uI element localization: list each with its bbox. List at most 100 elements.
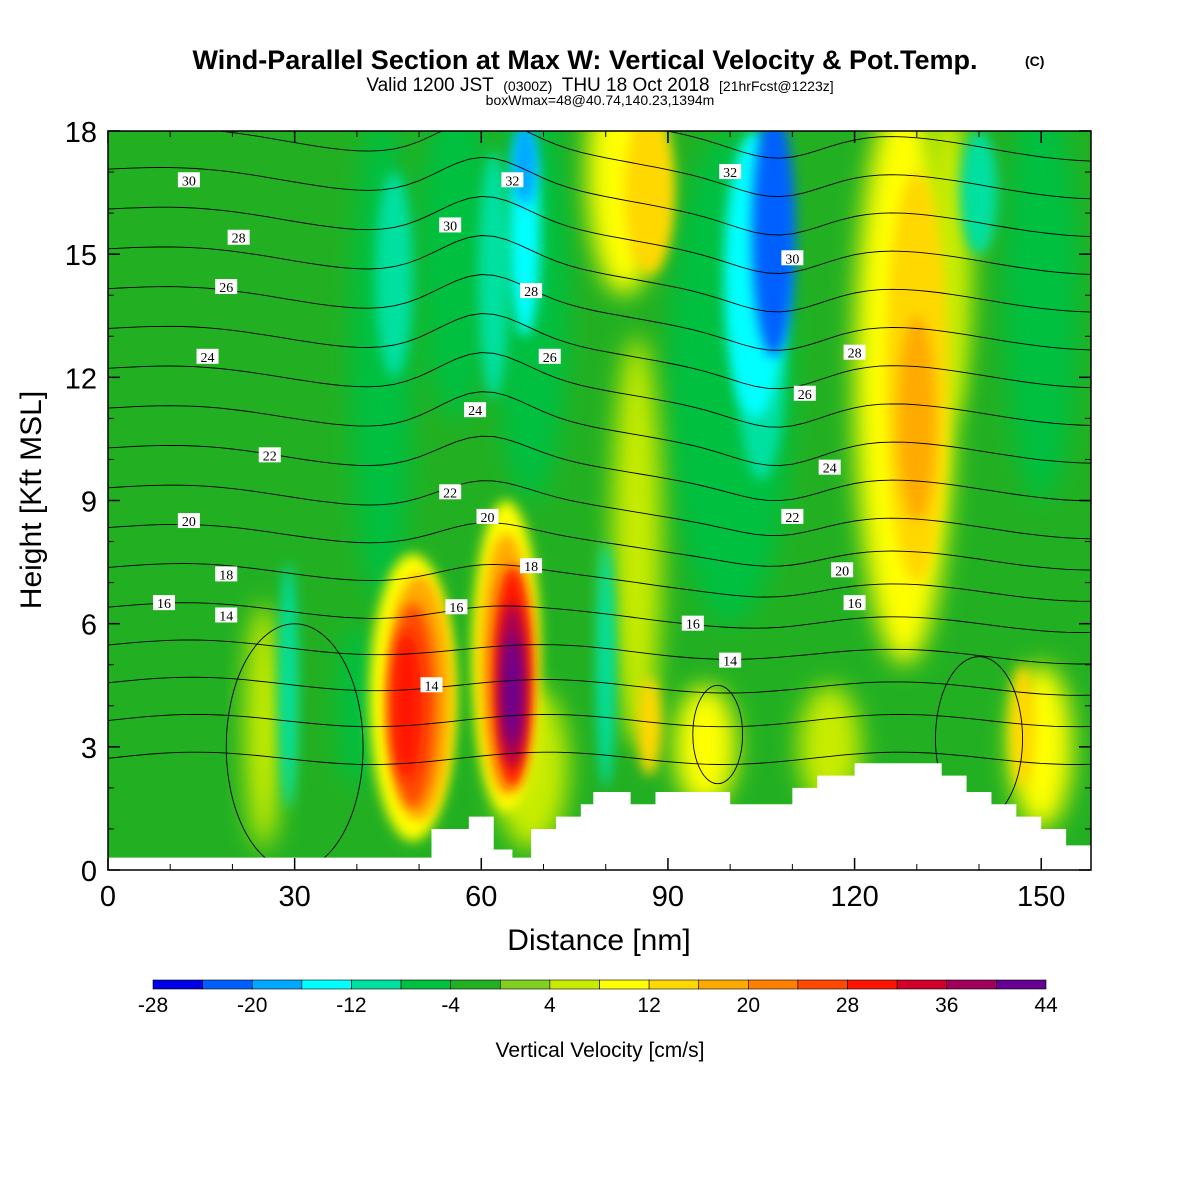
contour-label: 16 — [848, 597, 862, 612]
theta-contour — [108, 195, 1091, 275]
contour-label: 18 — [524, 560, 538, 575]
y-tick-label: 0 — [81, 856, 97, 888]
theta-contour — [108, 480, 1091, 540]
contour-label: 22 — [443, 486, 457, 501]
colorbar-swatch — [847, 979, 898, 990]
w-contour-region — [624, 131, 675, 275]
colorbar-tick-label: 36 — [935, 994, 958, 1017]
contour-label: 24 — [468, 404, 482, 419]
contour-label-box — [781, 250, 804, 266]
terrain-shape — [108, 763, 1091, 870]
contour-label-box — [538, 348, 561, 364]
colorbar-swatch — [351, 979, 402, 990]
colorbar-swatch — [748, 979, 799, 990]
x-tick-label: 60 — [465, 881, 497, 913]
contour-label-box — [520, 283, 543, 299]
subtitle-forecast: [21hrFcst@1223z] — [719, 78, 834, 94]
potential-temperature-contours — [108, 0, 1091, 870]
w-contour-region — [1003, 131, 1079, 501]
x-tick-label: 90 — [652, 881, 684, 913]
contour-label: 24 — [823, 462, 837, 477]
x-tick-label: 0 — [100, 881, 116, 913]
contour-label-box — [719, 652, 742, 668]
theta-contour — [108, 313, 1091, 390]
theta-contour — [108, 602, 1091, 634]
colorbar-tick-label: 12 — [637, 994, 660, 1017]
contour-label-box — [501, 172, 524, 188]
colorbar-tick-label: -4 — [441, 994, 460, 1017]
x-tick-label: 120 — [830, 881, 878, 913]
colorbar-swatch — [648, 979, 700, 990]
theta-contour — [108, 0, 1091, 48]
w-contour-region — [375, 172, 413, 378]
w-contour-region — [338, 623, 376, 788]
colorbar-tick-label: -28 — [138, 994, 168, 1017]
contour-label-box — [843, 595, 866, 611]
contour-label-box — [258, 447, 281, 463]
contour-label-box — [476, 508, 499, 524]
y-axis-label: Height [Kft MSL] — [15, 391, 48, 609]
y-tick-label: 6 — [81, 610, 97, 642]
contour-label: 16 — [449, 601, 463, 616]
theta-contour-closed — [692, 684, 744, 785]
theta-contour — [108, 563, 1091, 602]
theta-contour — [108, 391, 1091, 467]
theta-contour — [108, 522, 1091, 571]
vertical-velocity-field — [108, 131, 1091, 870]
contour-label-box — [818, 459, 841, 475]
colorbar-swatch — [251, 979, 303, 990]
contour-label: 24 — [201, 351, 215, 366]
contour-label: 22 — [785, 511, 799, 526]
x-tick-label: 150 — [1017, 881, 1065, 913]
theta-contour — [108, 676, 1091, 696]
theta-contour — [108, 751, 1091, 765]
theta-contour — [108, 713, 1091, 728]
w-contour-region — [898, 315, 936, 522]
theta-contour — [108, 235, 1091, 313]
colorbar-swatch — [400, 979, 451, 990]
colorbar-tick-label: -20 — [237, 994, 267, 1017]
x-tick-label: 30 — [279, 881, 311, 913]
theta-contour — [665, 131, 1091, 162]
theta-contour — [108, 639, 1091, 665]
theta-contour — [108, 274, 1091, 351]
y-tick-label: 3 — [81, 733, 97, 765]
w-contour-region — [244, 603, 283, 850]
contour-label-box — [152, 595, 175, 611]
chart-title-tag: (C) — [1025, 53, 1044, 69]
contour-label-box — [196, 348, 219, 364]
colorbar-swatch — [946, 979, 997, 990]
contour-label-box — [215, 607, 238, 623]
w-contour-region — [674, 685, 737, 809]
colorbar-swatch — [152, 979, 203, 990]
colorbar-tick-label: 20 — [737, 994, 760, 1017]
contour-label-box — [439, 484, 462, 500]
theta-contour — [108, 0, 1091, 10]
colorbar-tick-label: 28 — [836, 994, 859, 1017]
colorbar-swatch — [450, 979, 501, 990]
colorbar-swatch — [698, 979, 749, 990]
colorbar-swatch — [797, 979, 848, 990]
contour-label-box — [215, 279, 238, 295]
colorbar-swatch — [301, 979, 352, 990]
contour-label-box — [464, 402, 487, 418]
colorbar-tick-label: 4 — [544, 994, 556, 1017]
y-tick-label: 15 — [65, 240, 97, 272]
contour-label: 32 — [723, 166, 737, 181]
x-axis-label: Distance [nm] — [507, 924, 690, 957]
w-contour-region — [391, 631, 422, 780]
chart-box-info: boxWmax=48@40.74,140.23,1394m — [486, 92, 715, 108]
contour-label: 16 — [686, 618, 700, 633]
subtitle-valid: Valid 1200 JST — [366, 75, 494, 96]
contour-label-box — [843, 344, 866, 360]
colorbar-swatch — [499, 979, 551, 990]
contour-label: 20 — [481, 511, 495, 526]
contour-label: 30 — [443, 219, 457, 234]
contour-label: 26 — [543, 351, 557, 366]
w-contour-region — [751, 131, 796, 357]
contour-labels: 30 28 26 24 22 20 18 16 14 30 32 28 26 24 22 20 18 16 14 32… — [152, 164, 866, 694]
colorbar-label: Vertical Velocity [cm/s] — [496, 1039, 705, 1062]
contour-label: 20 — [835, 564, 849, 579]
contour-label-box — [177, 172, 200, 188]
contour-label: 28 — [232, 232, 246, 247]
